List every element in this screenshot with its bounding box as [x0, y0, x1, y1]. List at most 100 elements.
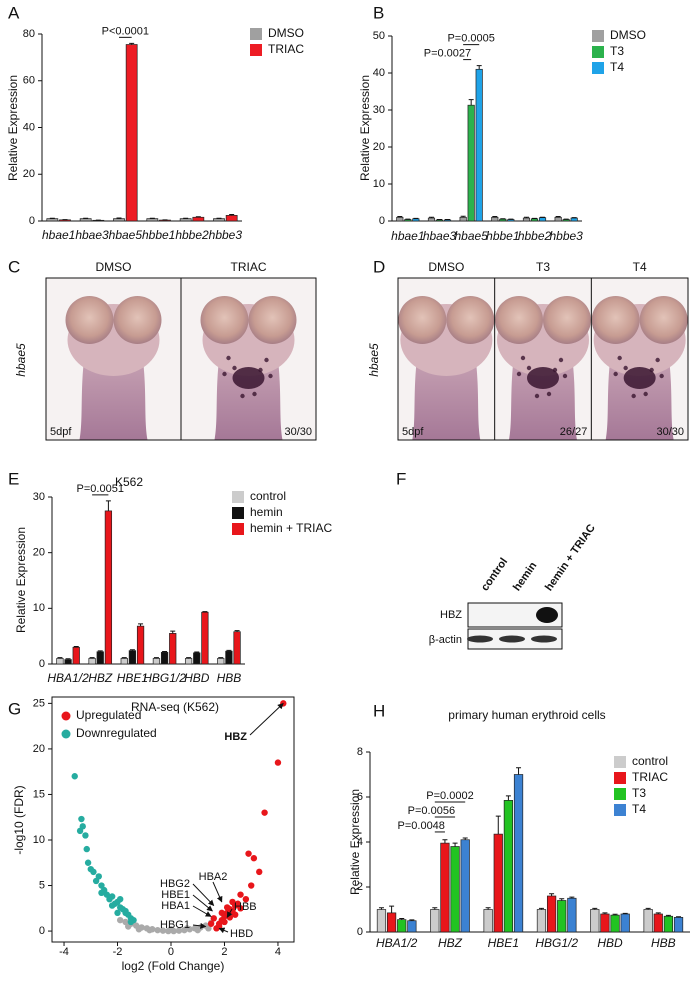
- y-tick-label: 4: [357, 836, 363, 848]
- error-bar: [622, 912, 628, 914]
- p-value: P=0.0048: [398, 820, 445, 832]
- point: [135, 926, 143, 933]
- bar: [493, 833, 503, 933]
- legend-marker: [61, 729, 71, 739]
- bar: [467, 104, 475, 222]
- legend-label: control: [250, 489, 286, 503]
- error-bar: [523, 216, 529, 219]
- bar: [673, 917, 684, 933]
- bar: [169, 633, 177, 665]
- error-bar: [549, 893, 555, 896]
- error-bar: [559, 898, 565, 901]
- label-arrow: [226, 908, 233, 918]
- error-bar: [389, 905, 395, 913]
- stain-dot: [526, 365, 532, 371]
- legend-swatch: [614, 772, 626, 784]
- bar: [184, 658, 193, 665]
- error-bar: [409, 919, 415, 921]
- error-bar: [129, 649, 135, 651]
- y-tick-label: 8: [357, 746, 363, 758]
- stain-dot: [546, 391, 552, 397]
- legend-swatch: [614, 756, 626, 768]
- embryo-eye: [248, 296, 297, 344]
- y-tick-label: 6: [357, 791, 363, 803]
- y-axis-title: Relative Expression: [14, 527, 28, 633]
- stain-dot: [232, 365, 237, 371]
- y-tick-label: 5: [39, 879, 45, 891]
- error-bar: [116, 217, 122, 219]
- legend-label: TRIAC: [268, 42, 304, 56]
- point: [274, 759, 282, 766]
- bar: [653, 913, 663, 933]
- error-bar: [442, 839, 448, 844]
- x-tick-label: HBB: [217, 671, 242, 685]
- point-label: HBA2: [199, 871, 228, 883]
- x-tick-label: hbbe1: [486, 229, 519, 243]
- x-tick-label: -2: [113, 946, 123, 958]
- error-bar: [97, 650, 103, 652]
- p-value: P=0.0051: [77, 483, 124, 495]
- bar: [213, 218, 225, 222]
- point: [223, 904, 231, 911]
- x-tick-label: HBA1/2: [47, 671, 89, 685]
- stain-dot: [258, 367, 263, 373]
- error-bar: [495, 815, 501, 835]
- bar: [643, 909, 653, 933]
- y-tick-label: 20: [33, 743, 45, 755]
- bar: [192, 216, 205, 222]
- y-tick-label: 60: [23, 75, 35, 87]
- point: [261, 809, 268, 816]
- error-bar: [194, 651, 200, 653]
- point: [90, 868, 97, 876]
- legend-swatch: [614, 788, 626, 800]
- embryo-eye: [200, 296, 249, 344]
- y-tick-label: 20: [33, 547, 45, 559]
- point: [256, 868, 263, 876]
- bar: [522, 217, 531, 222]
- x-tick-label: 2: [221, 946, 227, 958]
- bar: [513, 774, 524, 933]
- bar: [499, 218, 507, 222]
- y-tick-label: 20: [23, 168, 35, 180]
- x-tick-label: hbae5: [454, 229, 488, 243]
- x-tick-label: HBE1: [117, 671, 148, 685]
- stain-dot: [558, 357, 564, 363]
- condition-label: TRIAC: [231, 260, 267, 274]
- row-label: HBZ: [440, 609, 462, 621]
- bar: [79, 218, 92, 222]
- label-arrow: [218, 927, 229, 934]
- error-bar: [432, 907, 438, 910]
- x-tick-label: -4: [59, 946, 69, 958]
- stain-dot: [655, 357, 660, 363]
- point-label: HBE1: [161, 889, 190, 901]
- point: [159, 927, 167, 934]
- y-tick-label: 0: [39, 658, 45, 670]
- bar: [503, 800, 514, 933]
- point: [245, 850, 252, 857]
- stain-dot: [649, 367, 654, 373]
- stain-dot: [631, 393, 636, 399]
- stain-dot: [617, 355, 622, 361]
- y-axis-title: -log10 (FDR): [12, 785, 26, 854]
- error-bar: [153, 657, 159, 659]
- bar: [554, 216, 562, 222]
- embryo-eye: [65, 296, 114, 344]
- y-tick-label: 20: [373, 141, 385, 153]
- y-tick-label: 10: [33, 834, 45, 846]
- stage-label: 5dpf: [50, 426, 72, 438]
- point: [84, 859, 92, 866]
- point: [83, 845, 90, 853]
- point: [175, 927, 183, 934]
- x-tick-label: HBE1: [488, 936, 519, 950]
- error-bar: [129, 42, 135, 45]
- bar: [136, 625, 145, 665]
- error-bar: [460, 215, 466, 218]
- point: [229, 898, 236, 906]
- bar: [460, 839, 470, 933]
- y-tick-label: 15: [33, 788, 45, 800]
- bar: [412, 218, 420, 222]
- bar: [146, 218, 159, 222]
- error-bar: [645, 907, 651, 910]
- point-label: HBG1: [160, 919, 190, 931]
- embryo-eye: [495, 296, 543, 344]
